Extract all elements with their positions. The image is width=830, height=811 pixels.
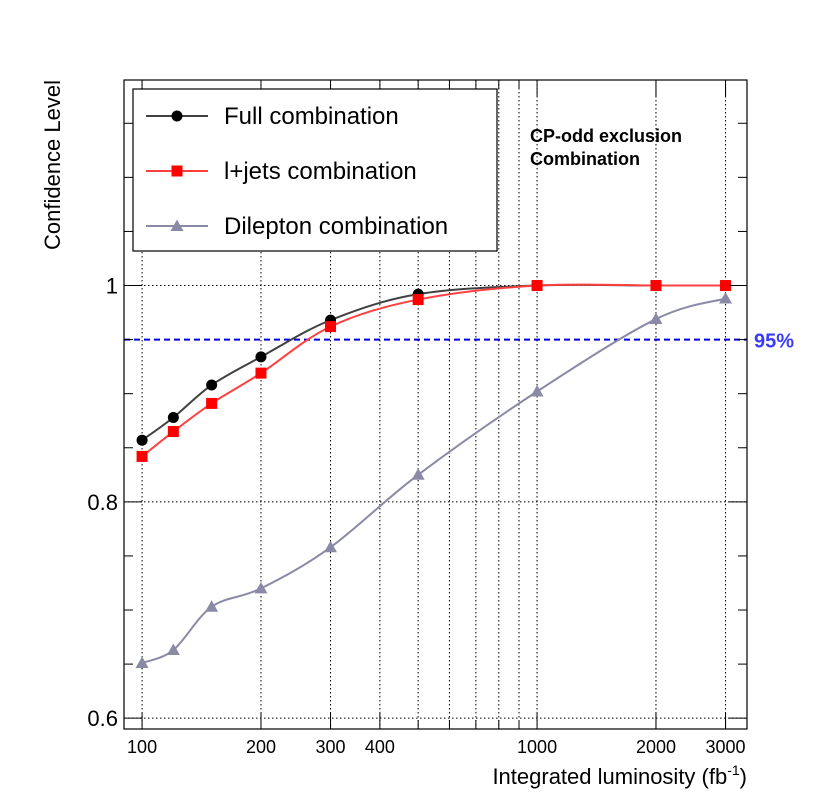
x-tick-label: 400 [365, 737, 395, 757]
legend-entry: Dilepton combination [146, 213, 448, 240]
data-point [412, 294, 424, 306]
data-point [719, 291, 733, 304]
y-tick-label: 0.8 [87, 490, 118, 515]
legend-label: Full combination [224, 103, 399, 130]
data-point [167, 411, 179, 423]
x-axis-title-main: Integrated luminosity (fb [492, 764, 727, 789]
annotation-line-2: Combination [530, 149, 640, 169]
y-axis-title: Confidence Level [40, 80, 65, 250]
data-point [720, 280, 732, 292]
data-point [411, 468, 425, 480]
data-point [254, 581, 268, 594]
data-point [136, 434, 148, 446]
data-point [255, 367, 267, 379]
data-point [206, 379, 218, 391]
series-group [135, 280, 733, 669]
data-point [650, 280, 662, 292]
series-line [141, 283, 726, 458]
legend-swatch-marker [171, 110, 183, 122]
x-axis-title-close: ) [740, 764, 747, 789]
data-point [166, 643, 180, 656]
series-line [141, 297, 726, 664]
legend-label: Dilepton combination [224, 213, 448, 240]
data-point [205, 600, 219, 612]
data-point [136, 450, 148, 462]
data-point [649, 312, 663, 325]
legend-entry: l+jets combination [146, 158, 417, 185]
series-1 [136, 280, 732, 446]
legend-swatch-marker [171, 165, 183, 177]
x-axis-title-sup: -1 [727, 762, 740, 778]
x-tick-label: 300 [316, 737, 346, 757]
legend: Full combination l+jets combination Dilept… [132, 88, 498, 252]
x-tick-label: 3000 [706, 737, 746, 757]
x-tick-label: 200 [246, 737, 276, 757]
data-point [206, 397, 218, 409]
y-tick-label: 0.6 [87, 706, 118, 731]
data-point [324, 540, 338, 553]
legend-label: l+jets combination [224, 158, 417, 185]
data-point [530, 385, 544, 397]
axes: 100 200 300 400 1000 2000 3000 0.6 0.8 1 [87, 79, 748, 757]
series-line [141, 283, 726, 442]
data-point [531, 280, 543, 292]
series-2 [136, 280, 732, 462]
legend-swatch-marker [170, 219, 184, 231]
annotation-line-1: CP-odd exclusion [530, 126, 682, 146]
plot-frame [123, 79, 748, 730]
x-axis-title: Integrated luminosity (fb-1) [492, 762, 747, 789]
y-tick-label: 1 [106, 274, 118, 299]
data-point [135, 656, 149, 669]
data-point [167, 426, 179, 438]
x-tick-label: 2000 [636, 737, 676, 757]
data-point [255, 351, 267, 363]
legend-entry: Full combination [146, 103, 399, 130]
reference-line-group: 95% [124, 331, 794, 353]
x-tick-label: 1000 [517, 737, 557, 757]
data-point [325, 321, 337, 333]
reference-line-label: 95% [754, 331, 794, 353]
series-3 [135, 291, 733, 669]
x-tick-label: 100 [127, 737, 157, 757]
